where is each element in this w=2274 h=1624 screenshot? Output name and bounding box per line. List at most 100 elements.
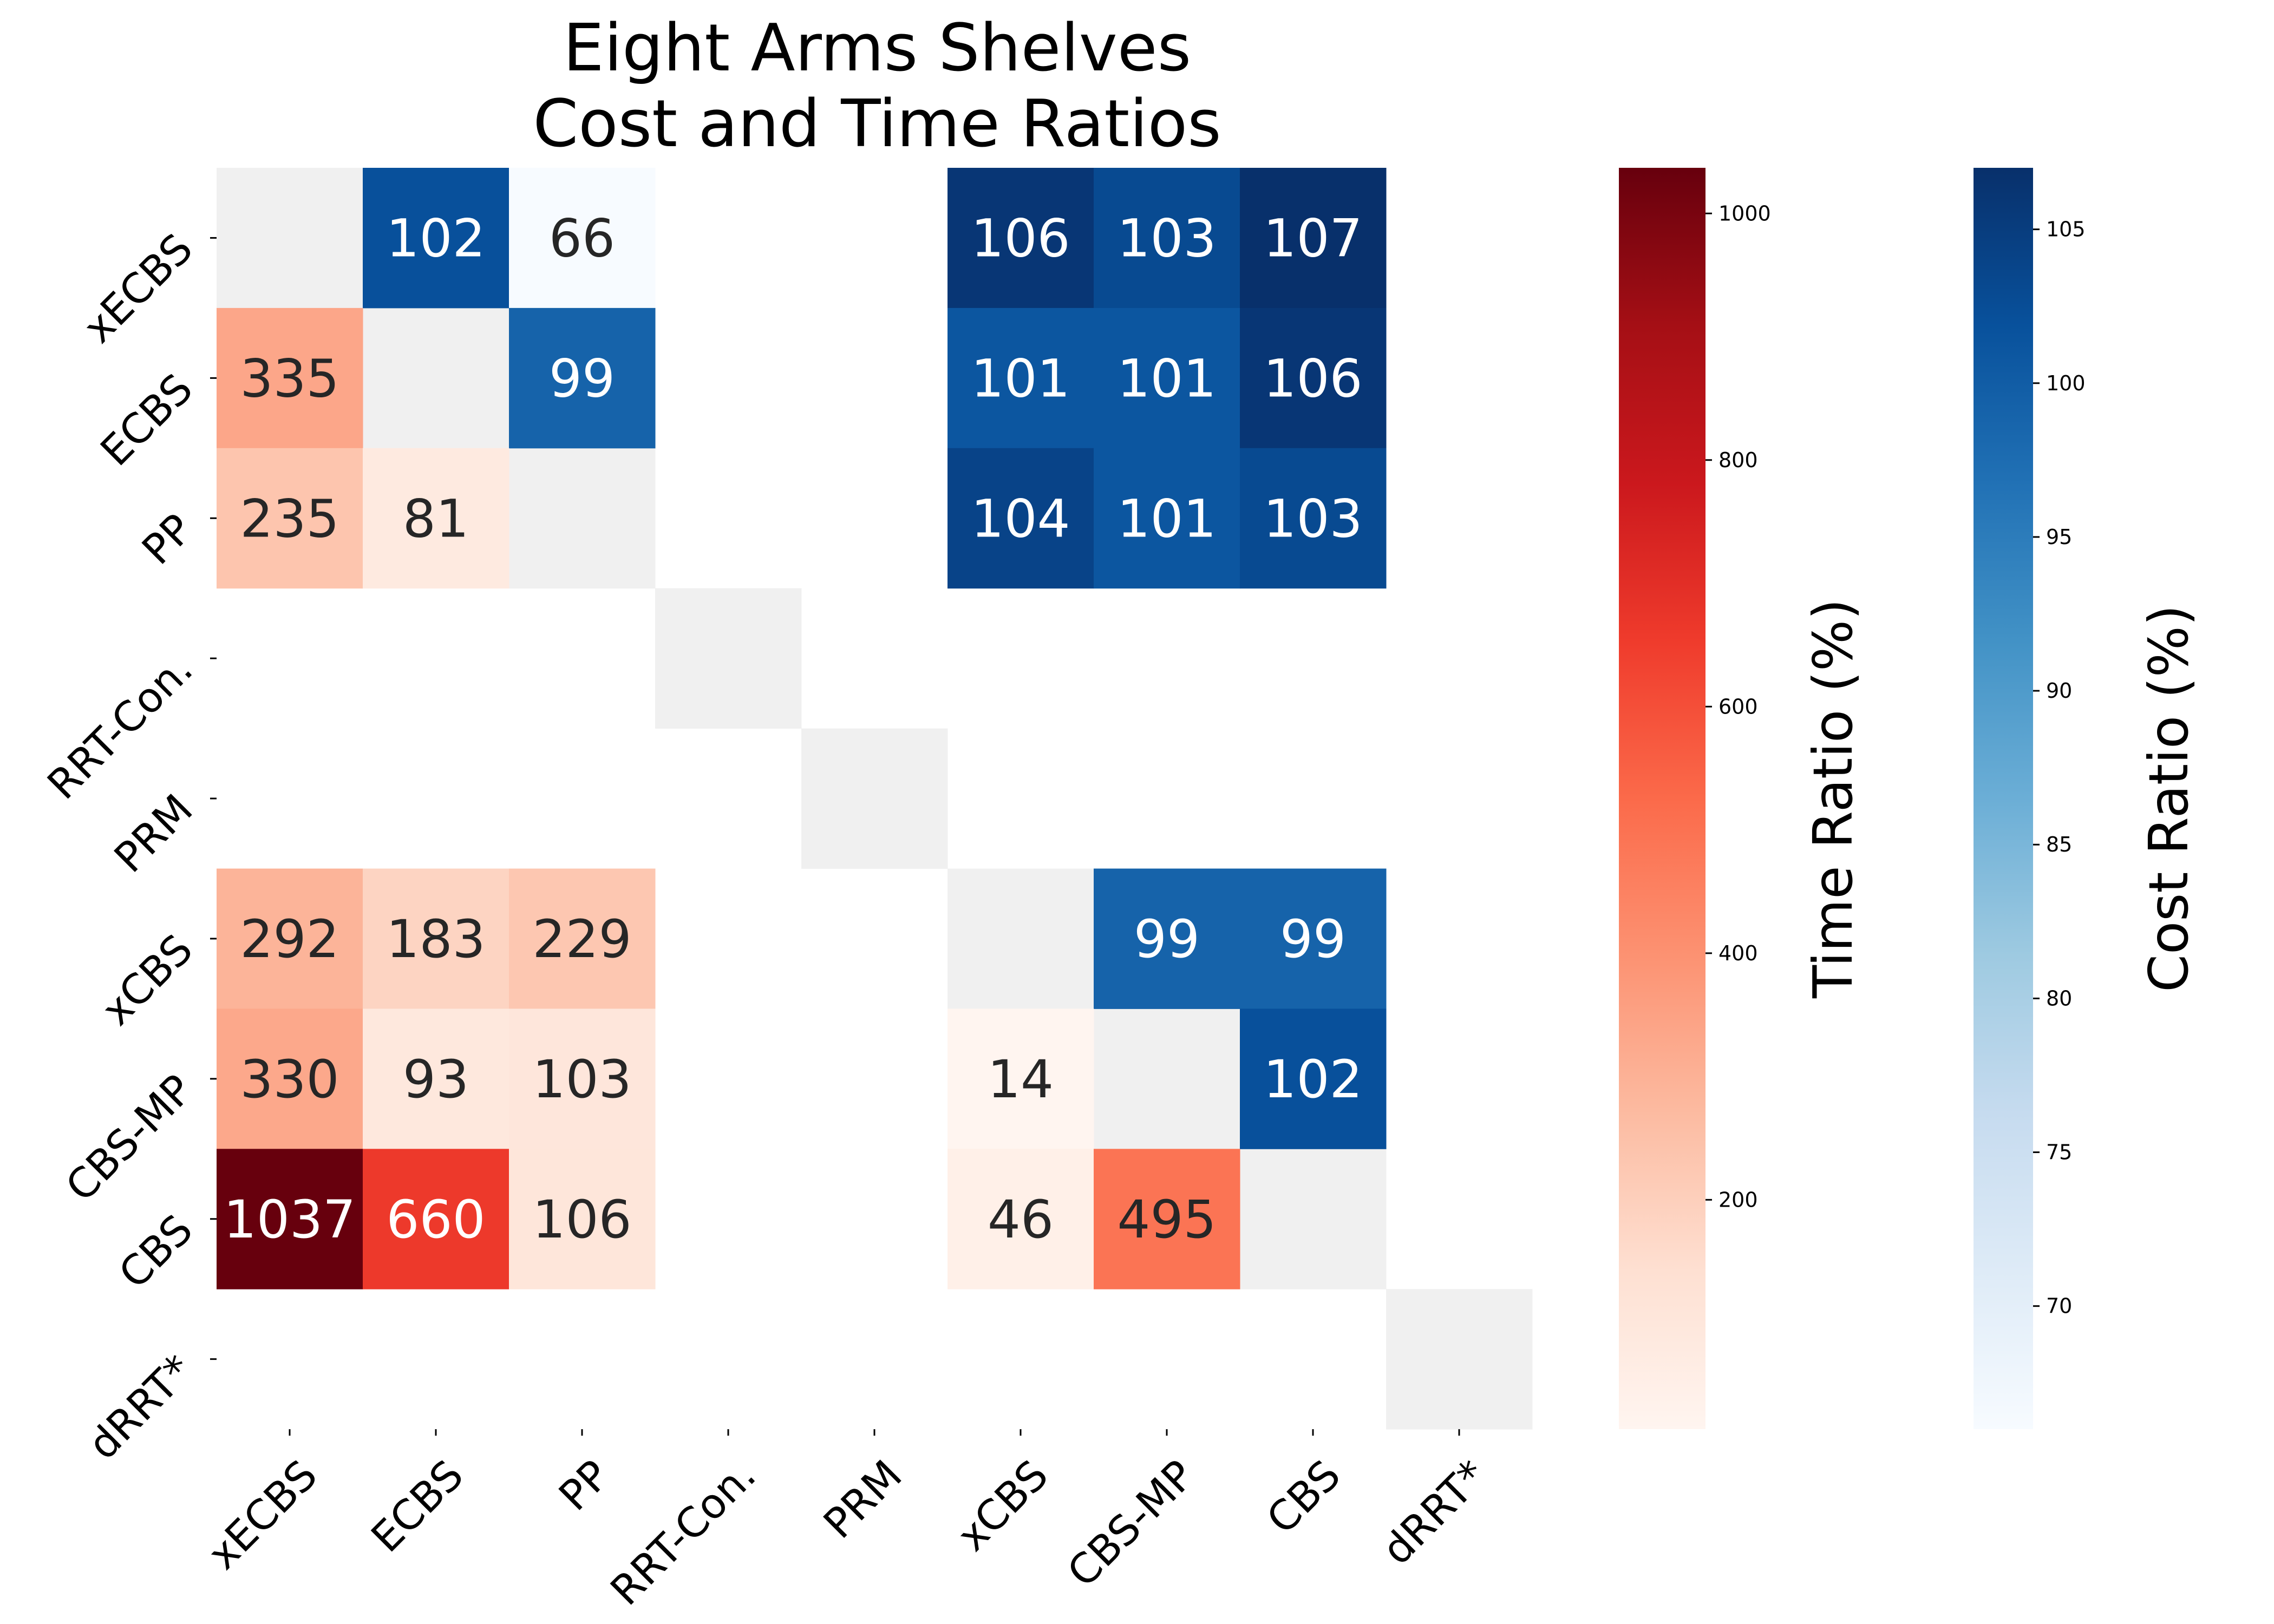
time-colorbar-label: Time Ratio (%)	[1801, 599, 1865, 999]
time-ratio-cell	[363, 1149, 509, 1289]
time-ratio-cell	[363, 868, 509, 1009]
cost-ratio-cell-label: 101	[1117, 488, 1216, 549]
x-tick-label: PRM	[814, 1451, 911, 1548]
colorbar-tick-label: 105	[2046, 218, 2086, 241]
y-tick-label: CBS	[109, 1206, 202, 1298]
diagonal-cell	[217, 168, 363, 309]
time-ratio-cell	[509, 868, 656, 1009]
cost-ratio-cell-label: 106	[971, 208, 1070, 269]
colorbar-tick-label: 80	[2046, 986, 2072, 1010]
cost-ratio-cell-label: 99	[1134, 909, 1200, 970]
time-ratio-cell-label: 103	[532, 1049, 631, 1110]
chart-title-line: Cost and Time Ratios	[533, 87, 1221, 162]
cost-ratio-cell-label: 66	[549, 208, 615, 269]
colorbar-tick-label: 600	[1718, 695, 1758, 718]
time-ratio-cell	[948, 1149, 1094, 1289]
cost-ratio-cell	[1240, 168, 1387, 309]
time-ratio-cell-label: 81	[403, 488, 469, 549]
time-ratio-cell	[509, 1149, 656, 1289]
chart-title: Eight Arms Shelves Cost and Time Ratios	[533, 11, 1221, 162]
time-ratio-cell	[509, 1009, 656, 1149]
cost-ratio-cell-label: 101	[1117, 348, 1216, 409]
cost-ratio-cell-label: 102	[386, 208, 485, 269]
cost-ratio-cell	[1240, 448, 1387, 589]
time-ratio-cell-label: 660	[386, 1189, 485, 1250]
cost-ratio-cell	[509, 168, 656, 309]
time-ratio-cell-label: 292	[240, 909, 339, 970]
time-ratio-cell	[217, 1149, 363, 1289]
cost-ratio-cell-label: 107	[1263, 208, 1362, 269]
time-ratio-cell-label: 495	[1117, 1189, 1216, 1250]
colorbar-tick-label: 90	[2046, 679, 2072, 703]
cost-ratio-cell-label: 103	[1117, 208, 1216, 269]
cost-ratio-cell-label: 102	[1263, 1049, 1362, 1110]
cost-ratio-cell	[1240, 868, 1387, 1009]
time-ratio-cell-label: 235	[240, 488, 339, 549]
cost-ratio-cell	[1094, 868, 1240, 1009]
y-tick-label: dRRT*	[79, 1345, 202, 1469]
cost-ratio-cell-label: 99	[1280, 909, 1346, 970]
x-tick-label: dRRT*	[1373, 1451, 1496, 1574]
colorbar-tick-label: 1000	[1718, 201, 1771, 225]
colorbar-tick-label: 85	[2046, 833, 2072, 856]
cost-ratio-cell	[948, 168, 1094, 309]
y-tick-label: CBS-MP	[56, 1065, 202, 1211]
time-ratio-cell	[217, 448, 363, 589]
cost-ratio-cell	[1094, 168, 1240, 309]
time-ratio-cell-label: 183	[386, 909, 485, 970]
time-ratio-cell	[363, 1009, 509, 1149]
colorbar-tick-label: 75	[2046, 1141, 2072, 1164]
time-ratio-cell-label: 106	[532, 1189, 631, 1250]
colorbar-tick-label: 70	[2046, 1294, 2072, 1318]
cost-ratio-cell-label: 106	[1263, 348, 1362, 409]
x-tick-label: CBS	[1257, 1451, 1350, 1543]
cost-ratio-cell	[948, 448, 1094, 589]
y-tick-label: PRM	[105, 785, 202, 882]
cost-colorbar-gradient	[1974, 168, 2033, 1429]
time-ratio-cell	[363, 448, 509, 589]
diagonal-cell	[1094, 1009, 1240, 1149]
y-tick-label: xECBS	[74, 224, 201, 352]
diagonal-cell	[1240, 1149, 1387, 1289]
chart-title-line: Eight Arms Shelves	[563, 11, 1191, 86]
time-ratio-cell-label: 229	[532, 909, 631, 970]
diagonal-cell	[363, 307, 509, 449]
time-colorbar-ticks: 200 400 600 800 1000	[1706, 201, 1771, 1212]
cost-ratio-cell	[509, 307, 656, 449]
time-ratio-cell-label: 14	[988, 1049, 1054, 1110]
x-tick-label: PP	[550, 1451, 619, 1520]
time-colorbar-gradient	[1619, 168, 1706, 1429]
y-tick-label: xCBS	[92, 925, 201, 1034]
diagonal-cell	[1386, 1289, 1533, 1430]
time-ratio-cell-label: 335	[240, 348, 339, 409]
cost-ratio-cell-label: 103	[1263, 488, 1362, 549]
y-tick-label: PP	[133, 505, 202, 574]
time-ratio-cell	[217, 868, 363, 1009]
time-ratio-cell	[217, 307, 363, 449]
cost-ratio-colorbar: 70 75 80 85 90 95 100 105 Cost Ratio (%)	[1974, 168, 2200, 1429]
colorbar-tick-label: 100	[2046, 371, 2086, 395]
time-ratio-cell-label: 93	[403, 1049, 469, 1110]
time-ratio-cell	[948, 1009, 1094, 1149]
x-tick-label: xECBS	[198, 1451, 326, 1579]
y-tick-label: RRT-Con.	[38, 645, 202, 809]
diagonal-cell	[801, 728, 948, 869]
diagonal-cell	[655, 588, 802, 729]
cost-ratio-cell-label: 104	[971, 488, 1070, 549]
cost-ratio-cell	[948, 307, 1094, 449]
cost-ratio-cell	[363, 168, 509, 309]
cost-colorbar-label: Cost Ratio (%)	[2137, 605, 2200, 992]
cost-ratio-cell	[1094, 448, 1240, 589]
cost-ratio-cell	[1240, 307, 1387, 449]
x-tick-label: xCBS	[948, 1451, 1057, 1560]
cost-colorbar-ticks: 70 75 80 85 90 95 100 105	[2033, 218, 2086, 1318]
time-ratio-cell	[1094, 1149, 1240, 1289]
cost-ratio-cell	[1240, 1009, 1387, 1149]
colorbar-tick-label: 400	[1718, 941, 1758, 965]
x-tick-label: ECBS	[362, 1451, 472, 1561]
time-ratio-cell-label: 330	[240, 1049, 339, 1110]
colorbar-tick-label: 200	[1718, 1188, 1758, 1212]
